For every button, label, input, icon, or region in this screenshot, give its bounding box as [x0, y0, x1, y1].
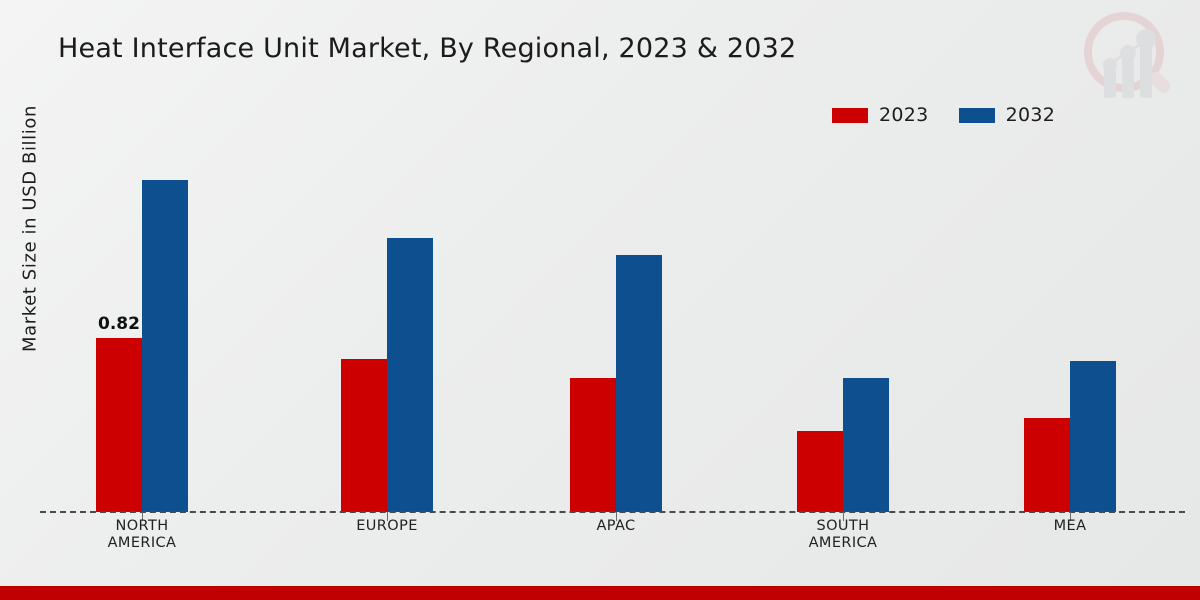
bar-value-label: 0.82 [98, 314, 140, 334]
bar-2023[interactable] [570, 378, 616, 512]
bar-2032[interactable] [387, 238, 433, 512]
chart-legend: 2023 2032 [832, 104, 1055, 126]
x-axis-tick [387, 512, 388, 521]
watermark-logo-icon [1078, 8, 1182, 104]
bar-2032[interactable] [843, 378, 889, 512]
x-axis-label-line: AMERICA [107, 535, 177, 551]
x-axis-tick [616, 512, 617, 521]
x-axis-tick [1070, 512, 1071, 521]
legend-label-2032: 2032 [1005, 104, 1056, 126]
legend-item-2032[interactable]: 2032 [958, 104, 1056, 126]
x-axis-tick [843, 512, 844, 521]
x-axis-label-line: MEA [1053, 518, 1087, 534]
bar-2032[interactable] [616, 255, 662, 512]
bar-group [1024, 140, 1116, 512]
bar-group: 0.82 [96, 140, 188, 512]
bar-2023[interactable] [341, 359, 387, 512]
chart-title: Heat Interface Unit Market, By Regional,… [58, 33, 797, 64]
legend-label-2023: 2023 [879, 104, 929, 126]
bar-group [797, 140, 889, 512]
x-axis-tick [142, 512, 143, 521]
x-axis-label-europe: EUROPE [307, 518, 467, 535]
bar-2032[interactable] [1070, 361, 1116, 512]
plot-area: 0.82 [40, 140, 1180, 512]
x-axis-label-line: SOUTH [816, 518, 870, 534]
x-axis-label-mea: MEA [990, 518, 1150, 535]
x-axis-label-line: AMERICA [808, 535, 878, 551]
bar-2032[interactable] [142, 180, 188, 512]
footer-accent-bar [0, 586, 1200, 600]
bar-2023[interactable]: 0.82 [96, 314, 142, 512]
bar-2023[interactable] [797, 431, 843, 512]
x-axis-label-south-america: SOUTH AMERICA [763, 518, 923, 552]
bar-group [570, 140, 662, 512]
x-axis-label-north-america: NORTH AMERICA [62, 518, 222, 552]
x-axis-baseline [40, 511, 1185, 513]
x-axis-label-line: NORTH [115, 518, 169, 534]
legend-swatch-2023 [832, 107, 868, 123]
x-axis-label-apac: APAC [536, 518, 696, 535]
bar-2023[interactable] [1024, 418, 1070, 512]
legend-swatch-2032 [958, 107, 995, 123]
x-axis-label-line: EUROPE [356, 518, 418, 534]
x-axis-label-line: APAC [596, 518, 636, 534]
bar-group [341, 140, 433, 512]
legend-item-2023[interactable]: 2023 [832, 104, 929, 126]
y-axis-title: Market Size in USD Billion [19, 105, 41, 352]
